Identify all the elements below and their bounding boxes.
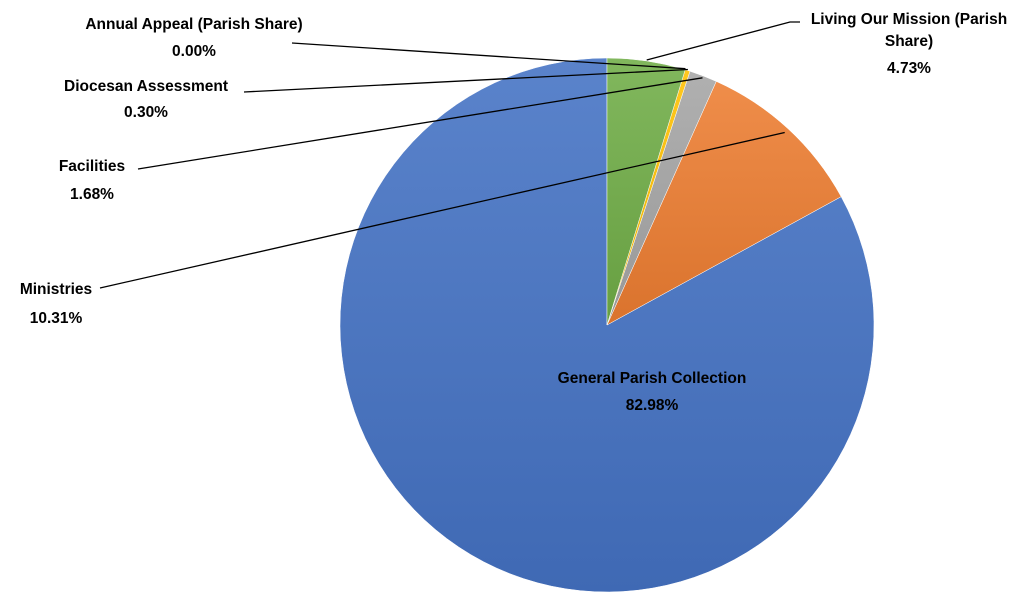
data-label-value-general-parish-collection: 82.98%: [626, 397, 679, 414]
data-label-value-facilities: 1.68%: [70, 186, 114, 203]
data-label-name-living-our-mission-parish-share: Living Our Mission (Parish: [811, 11, 1007, 28]
leader-line-ministries: [99, 131, 785, 289]
data-label-name-ministries: Ministries: [20, 281, 92, 298]
pie-slice-general-parish-collection: [339, 57, 875, 593]
data-label-value-ministries: 10.31%: [30, 310, 83, 327]
data-label-value-diocesan-assessment: 0.30%: [124, 104, 168, 121]
pie-slice-ministries: [606, 81, 842, 326]
leader-line-annual-appeal-parish-share: [291, 42, 686, 70]
leader-line-living-our-mission-parish-share: [646, 21, 800, 61]
data-label-name-general-parish-collection: General Parish Collection: [558, 370, 747, 387]
data-label-value-annual-appeal-parish-share: 0.00%: [172, 43, 216, 60]
leader-line-facilities: [137, 77, 703, 170]
leader-line-diocesan-assessment: [243, 68, 688, 93]
data-label-name-annual-appeal-parish-share: Annual Appeal (Parish Share): [85, 16, 302, 33]
data-label-name-living-our-mission-parish-share-line2: Share): [885, 33, 933, 50]
data-label-name-facilities: Facilities: [59, 158, 125, 175]
data-label-value-living-our-mission-parish-share: 4.73%: [887, 60, 931, 77]
data-label-name-diocesan-assessment: Diocesan Assessment: [64, 78, 228, 95]
